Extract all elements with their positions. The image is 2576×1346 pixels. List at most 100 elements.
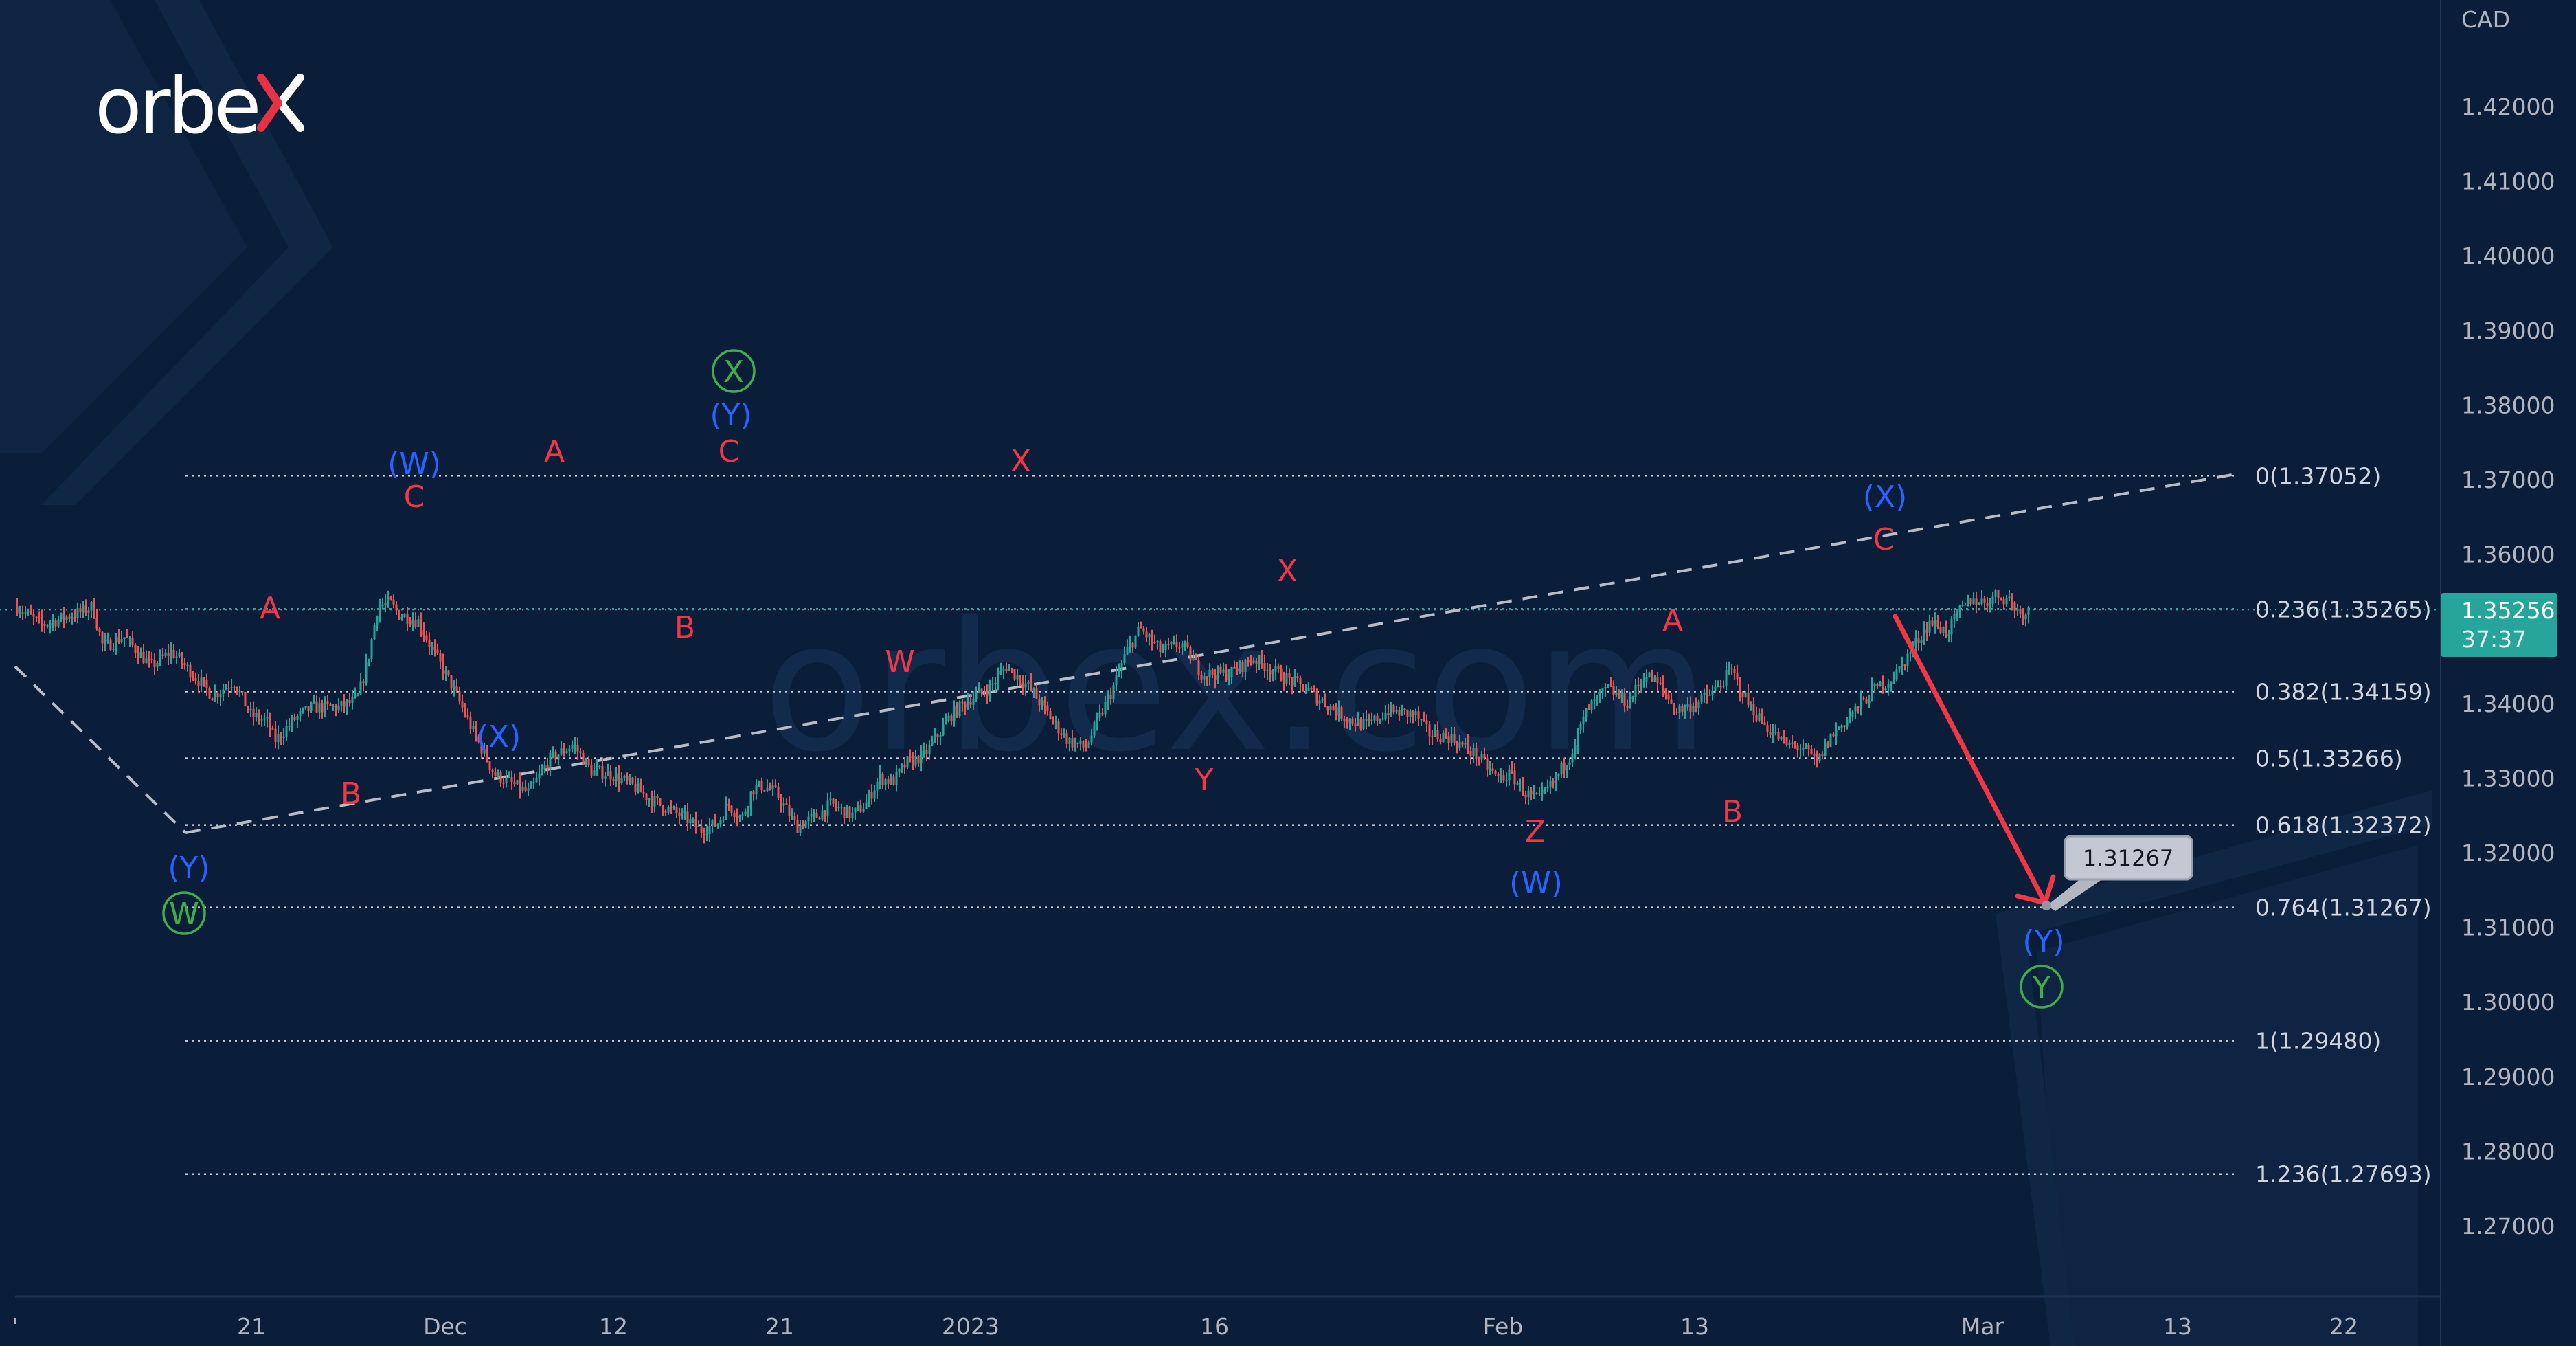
svg-text:(Y): (Y) — [168, 851, 210, 886]
svg-text:(X): (X) — [477, 719, 521, 754]
logo-x-icon — [257, 74, 304, 132]
wave-label: (W) — [387, 447, 441, 482]
fib-label: 0.618(1.32372) — [2255, 812, 2432, 839]
price-tick: 1.38000 — [2461, 392, 2555, 418]
svg-text:B: B — [1722, 794, 1743, 829]
wave-label: A — [544, 434, 565, 469]
price-tick: 1.42000 — [2461, 93, 2555, 120]
svg-text:(Y): (Y) — [2022, 924, 2064, 959]
svg-text:(W): (W) — [387, 447, 441, 482]
svg-text:(X): (X) — [1863, 480, 1907, 515]
time-tick: 13 — [2163, 1313, 2192, 1340]
time-tick: 22 — [2329, 1313, 2358, 1340]
svg-text:B: B — [675, 610, 695, 645]
svg-text:A: A — [544, 434, 565, 469]
svg-text:Y: Y — [1195, 763, 1214, 798]
time-tick: Mar — [1961, 1313, 2004, 1340]
wave-label: Z — [1525, 814, 1546, 849]
trendline[interactable] — [185, 473, 2237, 834]
time-tick: 21 — [765, 1313, 794, 1340]
price-tick: 1.32000 — [2461, 840, 2555, 866]
price-tick: 1.27000 — [2461, 1213, 2555, 1240]
logo-text: orbe — [95, 62, 259, 151]
wave-label: A — [260, 591, 280, 626]
svg-text:(W): (W) — [1509, 866, 1563, 901]
last-price-value: 1.35256 — [2461, 597, 2555, 624]
wave-label: B — [341, 776, 361, 811]
wave-label: (Y) — [168, 851, 210, 886]
time-tick: 13 — [1680, 1313, 1709, 1340]
time-tick: Dec — [423, 1313, 467, 1340]
svg-text:B: B — [341, 776, 361, 811]
wave-label: Y — [2020, 965, 2064, 1009]
fib-label: 0.5(1.33266) — [2255, 745, 2403, 772]
svg-text:Z: Z — [1525, 814, 1546, 849]
time-tick: Feb — [1483, 1313, 1523, 1340]
time-axis[interactable]: ' 21 Dec 12 21 2023 16 Feb 13 Mar 13 22 — [12, 1295, 2441, 1340]
price-tick: 1.31000 — [2461, 915, 2555, 941]
wave-label: (Y) — [710, 398, 752, 433]
time-tick: 16 — [1200, 1313, 1229, 1340]
svg-text:X: X — [1277, 554, 1298, 589]
wave-label: A — [1662, 603, 1683, 638]
price-tick: 1.39000 — [2461, 317, 2555, 344]
wave-label: X — [1277, 554, 1298, 589]
price-tick: 1.30000 — [2461, 989, 2555, 1016]
svg-text:A: A — [260, 591, 280, 626]
trendline[interactable] — [14, 665, 187, 834]
fib-label: 1.236(1.27693) — [2255, 1161, 2432, 1188]
price-tick: 1.28000 — [2461, 1138, 2555, 1165]
svg-text:C: C — [1873, 522, 1895, 557]
svg-text:W: W — [169, 897, 199, 932]
price-tick: 1.40000 — [2461, 243, 2555, 269]
wave-label: B — [1722, 794, 1743, 829]
time-tick: 12 — [599, 1313, 628, 1340]
price-tick: 1.34000 — [2461, 691, 2555, 717]
fibonacci-levels: 0(1.37052)0.236(1.35265)0.382(1.34159)0.… — [0, 462, 2441, 1188]
wave-label: C — [404, 480, 425, 515]
wave-label: C — [1873, 522, 1895, 557]
price-tick: 1.33000 — [2461, 765, 2555, 792]
wave-label: W — [162, 891, 206, 935]
wave-label: (Y) — [2022, 924, 2064, 959]
price-tick: 1.37000 — [2461, 467, 2555, 493]
price-tick: 1.41000 — [2461, 168, 2555, 195]
svg-text:X: X — [723, 355, 744, 390]
wave-label: B — [675, 610, 695, 645]
price-tick: 1.36000 — [2461, 541, 2555, 568]
svg-text:A: A — [1662, 603, 1683, 638]
wave-label: Y — [1195, 763, 1214, 798]
wave-label: (X) — [477, 719, 521, 754]
wave-label: (W) — [1509, 866, 1563, 901]
candlesticks — [16, 589, 2030, 844]
wave-label: (X) — [1863, 480, 1907, 515]
time-tick: ' — [12, 1313, 18, 1340]
svg-text:W: W — [885, 644, 915, 680]
svg-text:X: X — [1010, 444, 1031, 479]
price-axis[interactable]: CAD 1.42000 1.41000 1.40000 1.39000 1.38000 1… — [2440, 0, 2576, 1346]
fib-label: 1(1.29480) — [2255, 1028, 2381, 1055]
svg-text:C: C — [719, 434, 740, 469]
fib-label: 0(1.37052) — [2255, 462, 2381, 489]
svg-text:(Y): (Y) — [710, 398, 752, 433]
brand-logo: orbe — [95, 62, 304, 151]
wave-label: X — [712, 349, 756, 393]
target-price: 1.31267 — [2083, 845, 2173, 871]
time-tick: 21 — [237, 1313, 266, 1340]
wave-label: X — [1010, 444, 1031, 479]
svg-text:C: C — [404, 480, 425, 515]
svg-text:Y: Y — [2032, 970, 2051, 1005]
fib-label: 0.382(1.34159) — [2255, 679, 2432, 706]
trendlines — [14, 473, 2237, 834]
countdown-timer: 37:37 — [2461, 626, 2527, 653]
wave-label: W — [885, 644, 915, 680]
price-tick: 1.29000 — [2461, 1064, 2555, 1090]
last-price-badge — [2441, 593, 2557, 657]
wave-label: C — [719, 434, 740, 469]
target-callout[interactable]: 1.31267 — [2042, 835, 2193, 911]
fib-label: 0.764(1.31267) — [2255, 895, 2432, 921]
currency-label: CAD — [2461, 6, 2510, 33]
